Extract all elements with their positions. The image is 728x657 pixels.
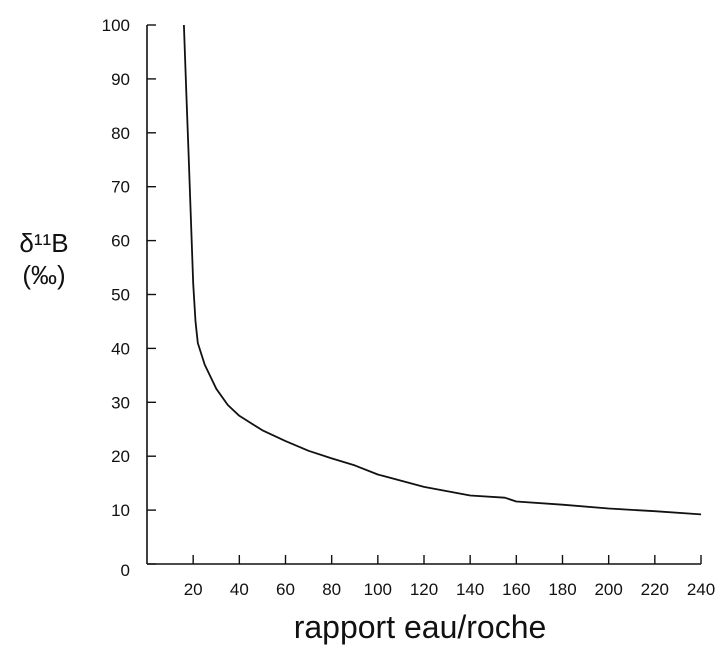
x-tick-label: 160 (502, 580, 530, 599)
y-tick-label: 70 (111, 178, 130, 197)
y-tick-label: 50 (111, 286, 130, 305)
x-axis-title: rapport eau/roche (294, 609, 547, 645)
x-tick-label: 20 (184, 580, 203, 599)
y-tick-label: 40 (111, 339, 130, 358)
x-tick-label: 140 (456, 580, 484, 599)
y-tick-label: 20 (111, 447, 130, 466)
x-tick-label: 100 (364, 580, 392, 599)
y-axis-title-line2: (‰) (22, 260, 65, 290)
x-tick-label: 180 (548, 580, 576, 599)
y-tick-label: 90 (111, 70, 130, 89)
x-tick-label: 40 (230, 580, 249, 599)
y-tick-label: 80 (111, 124, 130, 143)
y-tick-label: 0 (121, 561, 130, 580)
y-axis-ticks: 0 10 20 30 40 50 60 70 80 90 100 (102, 16, 156, 580)
y-tick-label: 100 (102, 16, 130, 35)
y-axis-title-line1: δ¹¹B (19, 228, 68, 258)
x-tick-label: 240 (687, 580, 715, 599)
x-tick-label: 200 (594, 580, 622, 599)
y-tick-label: 10 (111, 501, 130, 520)
y-tick-label: 30 (111, 393, 130, 412)
x-tick-label: 220 (641, 580, 669, 599)
x-tick-label: 60 (276, 580, 295, 599)
x-tick-label: 120 (410, 580, 438, 599)
data-line (183, 24, 702, 516)
x-axis-ticks: 20 40 60 80 100 120 140 160 180 200 220 240 (184, 555, 715, 599)
x-tick-label: 80 (322, 580, 341, 599)
y-tick-label: 60 (111, 232, 130, 251)
